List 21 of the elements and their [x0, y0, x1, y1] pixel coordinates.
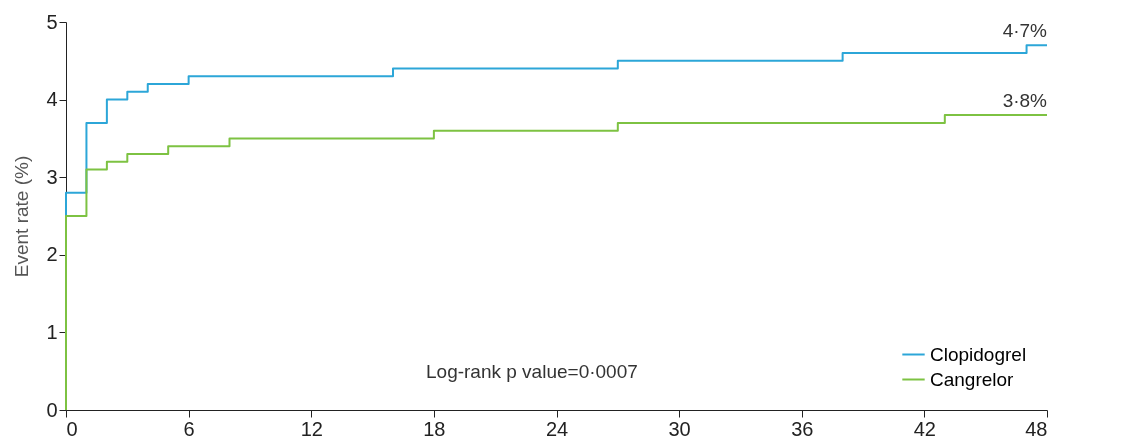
x-tick-label: 0 [66, 417, 78, 440]
x-tick-label: 36 [791, 417, 814, 440]
x-tick-label: 42 [913, 417, 936, 440]
y-tick-label: 1 [46, 320, 58, 343]
y-axis-title: Event rate (%) [11, 155, 33, 278]
annotation: Log-rank p value=0·0007 [426, 361, 638, 382]
x-tick-label: 12 [300, 417, 323, 440]
annotation: 3·8% [1002, 90, 1048, 112]
y-tick-label: 0 [46, 398, 58, 421]
x-tick-label: 30 [668, 417, 691, 440]
x-tick-label: 24 [545, 417, 569, 440]
x-tick-label: 18 [423, 417, 446, 440]
x-tick-label: 6 [183, 417, 195, 440]
x-tick-label: 48 [1025, 417, 1048, 440]
legend-label: Cangrelor [930, 368, 1015, 390]
y-tick-label: 5 [46, 10, 58, 33]
legend-label: Clopidogrel [930, 343, 1027, 365]
y-tick-label: 2 [46, 243, 58, 266]
annotation: 4·7% [1002, 20, 1048, 42]
y-tick-label: 4 [46, 88, 58, 111]
y-tick-label: 3 [46, 165, 58, 188]
